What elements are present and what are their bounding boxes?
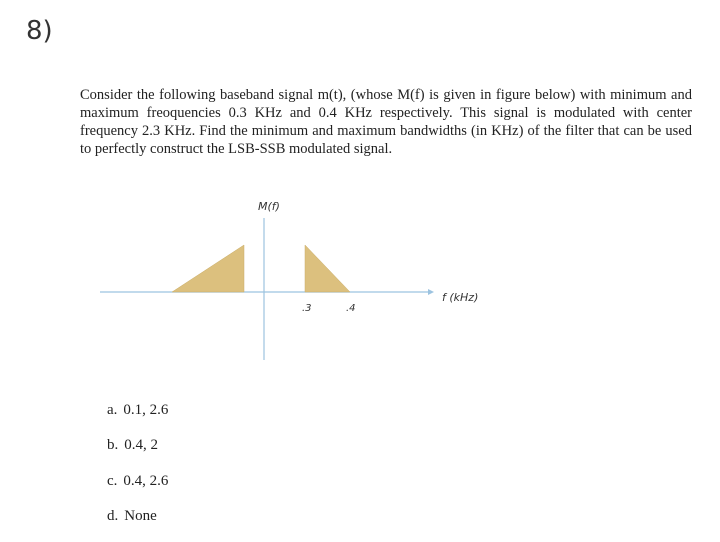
option[interactable]: c. 0.4, 2.6 [107, 473, 168, 490]
option-text: 0.1, 2.6 [123, 402, 169, 418]
option-letter: a. [107, 402, 118, 418]
question-text: Consider the following baseband signal m… [80, 87, 692, 157]
option-text: 0.4, 2.6 [123, 473, 169, 489]
option-letter: d. [107, 508, 119, 524]
spectrum-right [304, 244, 351, 293]
question-number: 8) [26, 16, 53, 46]
tick-label: .4 [346, 303, 356, 314]
x-arrow [428, 289, 434, 295]
option[interactable]: a. 0.1, 2.6 [107, 402, 168, 419]
option-letter: b. [107, 437, 119, 453]
y-label: M(f) [258, 200, 280, 213]
option-letter: c. [107, 473, 118, 489]
option-text: 0.4, 2 [124, 437, 158, 453]
option[interactable]: b. 0.4, 2 [107, 437, 158, 454]
option-text: None [124, 508, 157, 524]
option[interactable]: d. None [107, 508, 157, 525]
x-label: f (kHz) [442, 291, 478, 304]
tick-label: .3 [302, 303, 312, 314]
spectrum-left [171, 244, 245, 293]
